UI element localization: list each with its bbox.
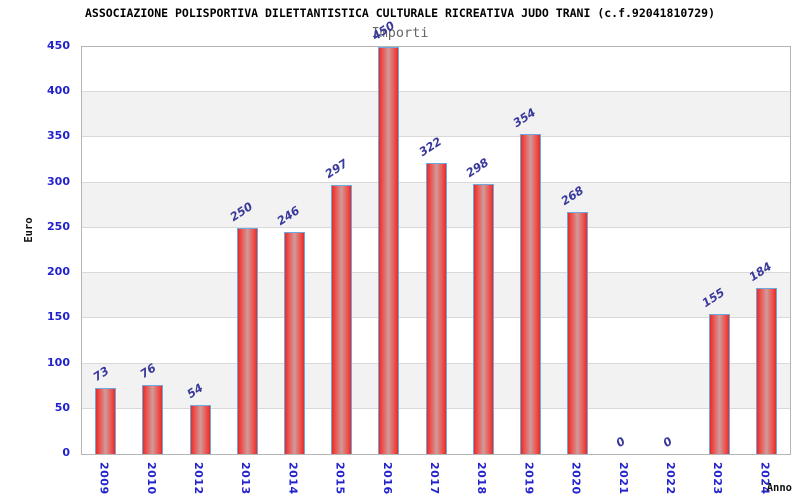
- x-tick-2014: 2014: [286, 462, 300, 495]
- gridline-400: [82, 91, 790, 93]
- bar-2023: [708, 314, 730, 454]
- x-tick-2024: 2024: [758, 462, 772, 495]
- y-tick-450: 450: [47, 39, 70, 52]
- bar-2013: [236, 228, 258, 454]
- bar-value-label-2022: 0: [660, 433, 675, 450]
- y-tick-200: 200: [47, 265, 70, 279]
- y-tick-250: 250: [47, 219, 70, 233]
- x-tick-2020: 2020: [569, 462, 583, 495]
- x-tick-2013: 2013: [239, 462, 253, 495]
- x-tick-2010: 2010: [144, 462, 158, 495]
- bar-2010: [142, 385, 164, 454]
- y-tick-0: 0: [62, 446, 70, 459]
- x-tick-2012: 2012: [192, 462, 205, 495]
- y-tick-labels: 0 50 100 150 200 250 300 350 400 450: [0, 39, 76, 459]
- bar-2016: [378, 47, 400, 454]
- x-tick-2021: 2021: [616, 462, 630, 495]
- bar-value-label-2017: 322: [416, 134, 445, 159]
- x-tick-2009: 2009: [97, 462, 111, 495]
- x-tick-2023: 2023: [711, 462, 725, 495]
- bar-2019: [519, 134, 541, 454]
- x-tick-2018: 2018: [475, 462, 489, 495]
- y-tick-50: 50: [54, 400, 70, 414]
- x-tick-2019: 2019: [522, 462, 536, 495]
- chart-subtitle: Importi: [371, 25, 429, 41]
- x-axis-label: Anno: [766, 482, 792, 494]
- x-tick-2017: 2017: [428, 462, 441, 495]
- shaded-band: [82, 92, 790, 138]
- bar-2012: [189, 405, 211, 454]
- bar-2017: [425, 163, 447, 454]
- bar-2024: [755, 288, 777, 454]
- y-tick-150: 150: [47, 310, 70, 324]
- x-tick-2016: 2016: [380, 462, 394, 495]
- bar-2018: [472, 184, 494, 454]
- bar-2009: [95, 388, 117, 454]
- chart-title: ASSOCIAZIONE POLISPORTIVA DILETTANTISTIC…: [84, 6, 716, 20]
- bar-2020: [567, 212, 589, 454]
- bar-2014: [283, 232, 305, 454]
- bar-value-label-2018: 298: [463, 155, 492, 180]
- bar-2015: [331, 185, 353, 454]
- bar-value-label-2015: 297: [321, 156, 350, 181]
- bar-value-label-2021: 0: [613, 433, 628, 450]
- y-tick-100: 100: [47, 355, 70, 369]
- x-tick-2022: 2022: [664, 462, 677, 495]
- y-tick-400: 400: [47, 84, 70, 98]
- x-tick-labels: 2009 2010 2012 2013 2014 2015 2016 2017 2018 2019…: [81, 459, 791, 499]
- y-tick-300: 300: [47, 174, 70, 188]
- gridline-350: [82, 136, 790, 138]
- x-tick-2015: 2015: [333, 462, 347, 495]
- plot-area: 73 76 54 250 246 297 450 322 298 354 268 0 0 155 184: [81, 18, 791, 455]
- y-tick-350: 350: [47, 129, 70, 143]
